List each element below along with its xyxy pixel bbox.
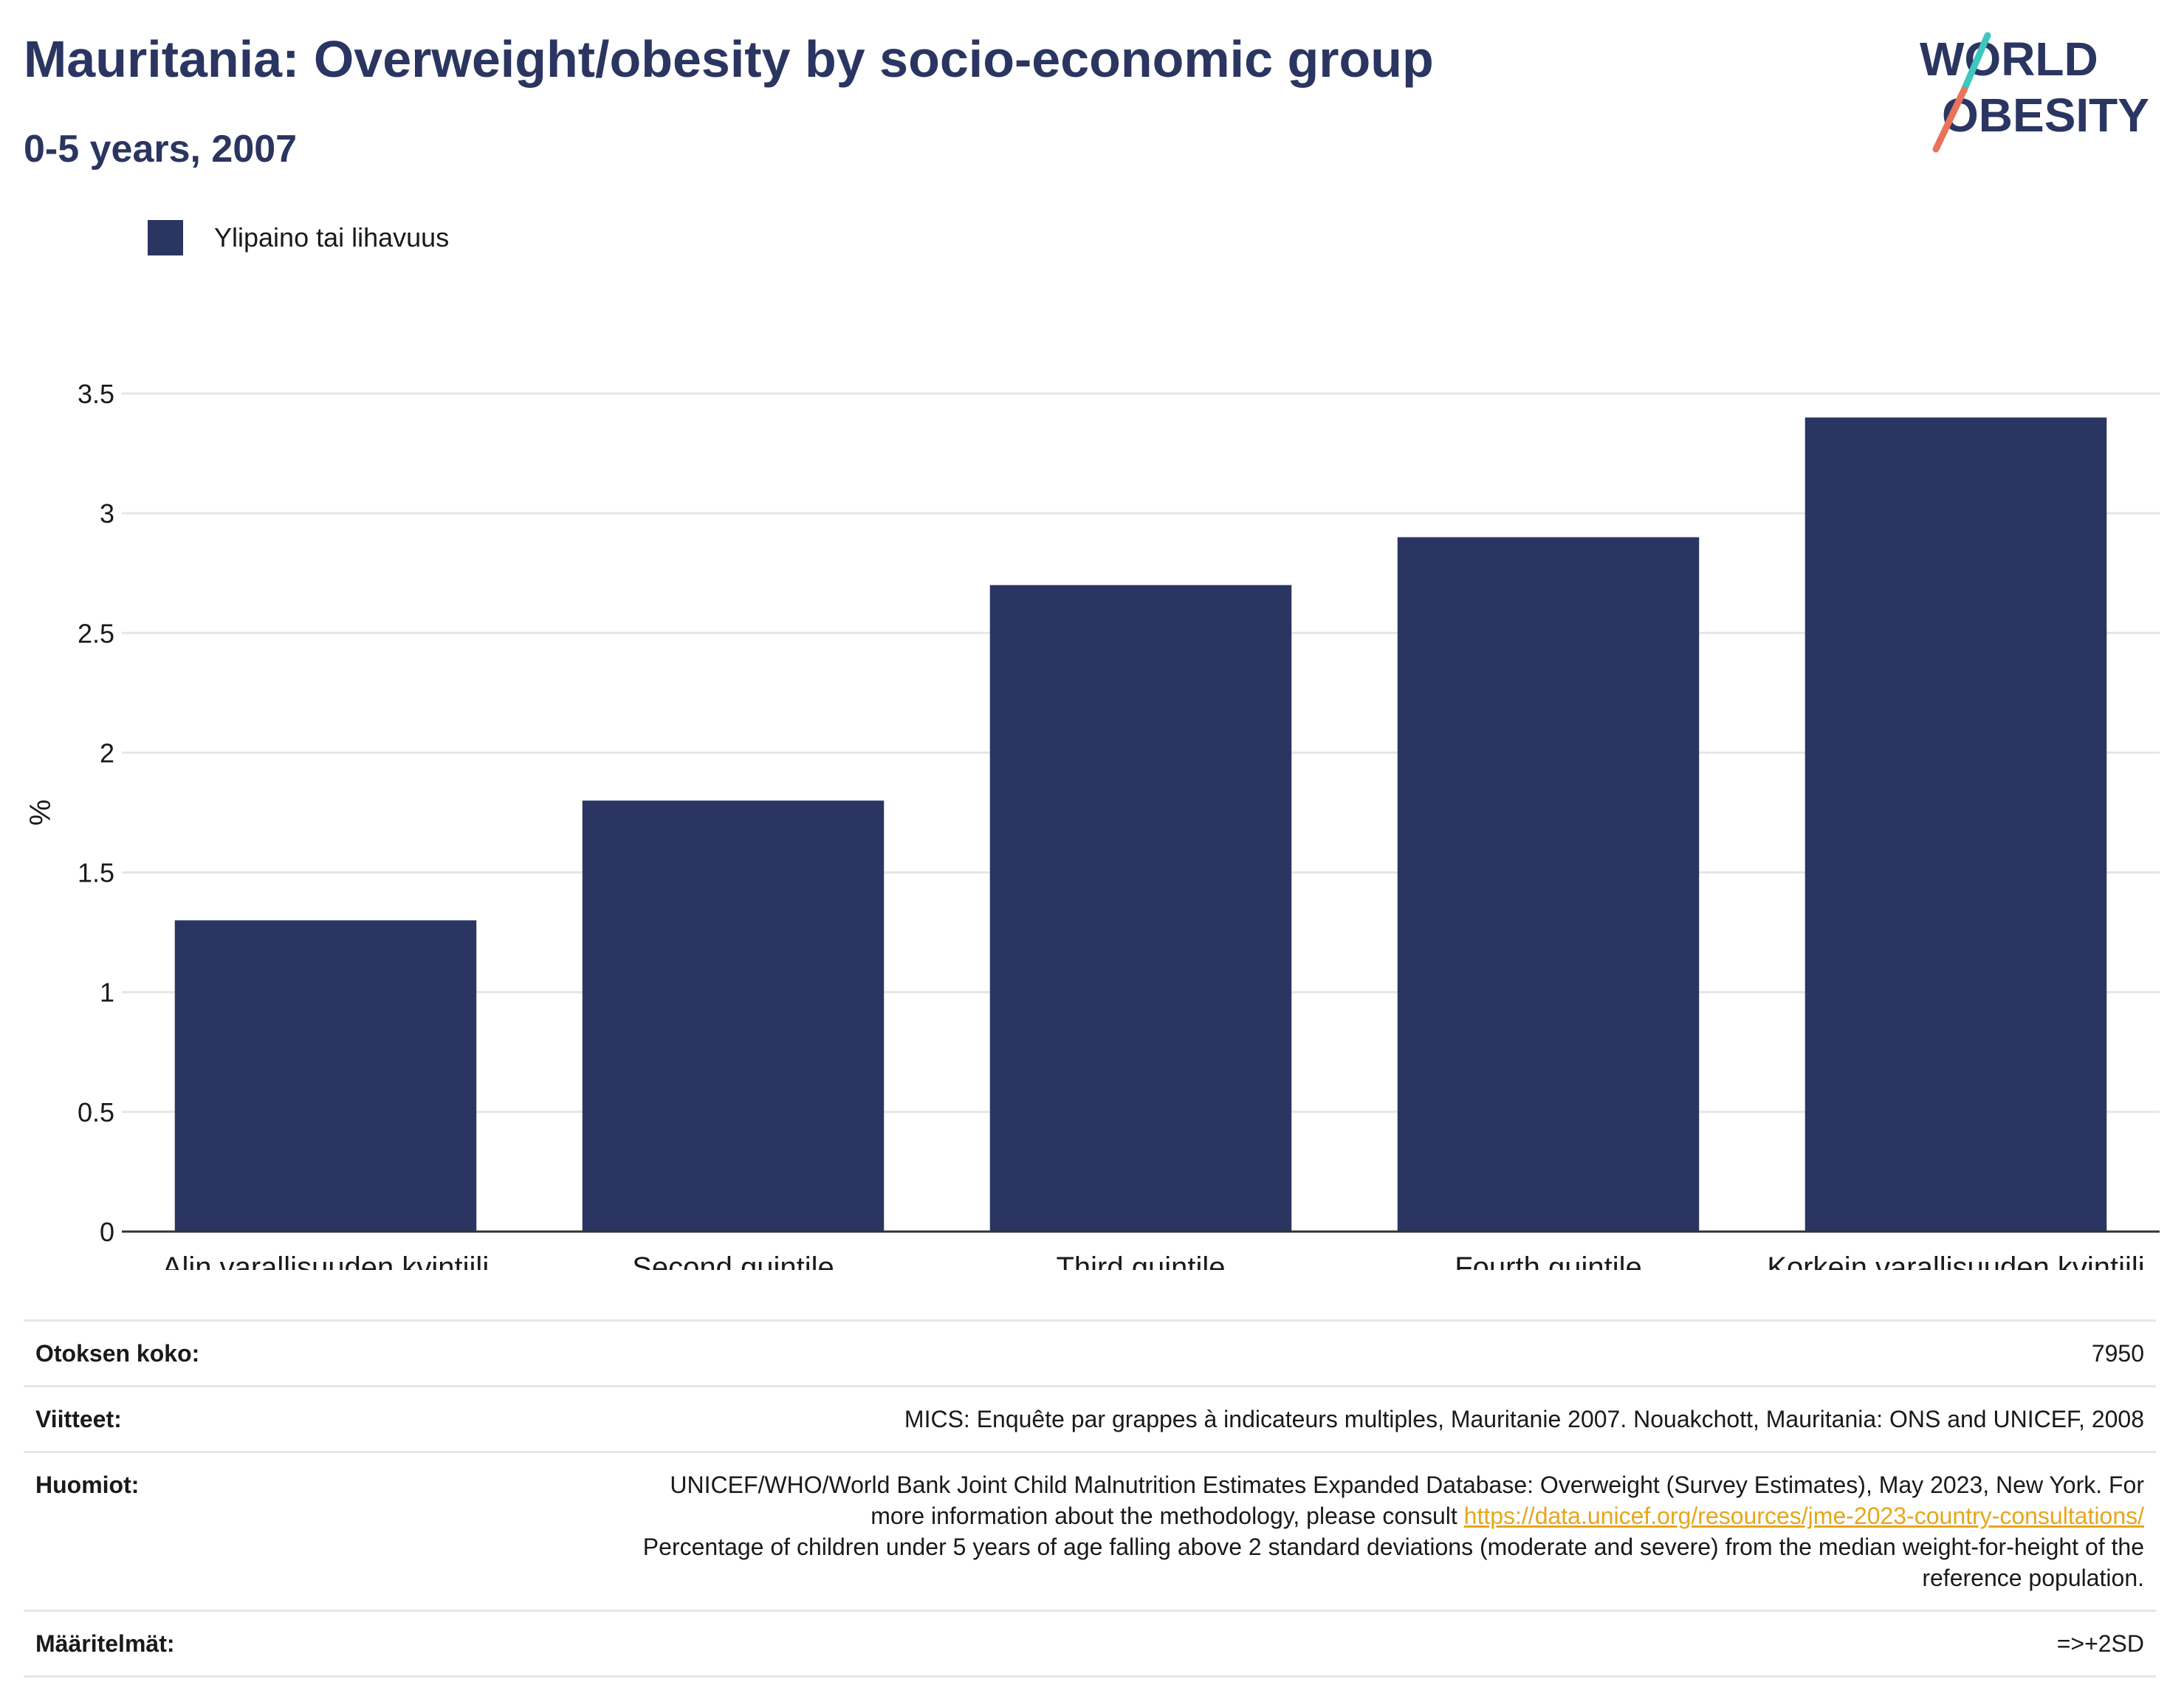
bar — [989, 585, 1292, 1232]
logo-slash-top — [1960, 32, 1991, 94]
definitions-row: Määritelmät: =>+2SD — [24, 1610, 2156, 1678]
notes-link[interactable]: https://data.unicef.org/resources/jme-20… — [1463, 1503, 2144, 1529]
notes-value: UNICEF/WHO/World Bank Joint Child Malnut… — [269, 1451, 2156, 1611]
notes-text-1: UNICEF/WHO/World Bank Joint Child Malnut… — [670, 1472, 2144, 1529]
page-title: Mauritania: Overweight/obesity by socio-… — [24, 30, 1434, 88]
definitions-label: Määritelmät: — [24, 1610, 269, 1678]
y-tick-label: 3 — [100, 498, 114, 529]
bar — [1804, 417, 2107, 1232]
logo-slash-bottom — [1932, 86, 1968, 153]
bar — [1397, 537, 1700, 1232]
y-tick-label: 1.5 — [78, 858, 114, 888]
x-category-label: Korkein varallisuuden kvintiili — [1767, 1252, 2144, 1270]
x-category-label: Second quintile — [632, 1252, 834, 1270]
y-tick-label: 1 — [100, 978, 114, 1008]
definitions-value: =>+2SD — [269, 1610, 2156, 1678]
sample-size-value: 7950 — [269, 1319, 2156, 1387]
y-tick-label: 3.5 — [78, 379, 114, 409]
notes-label: Huomiot: — [24, 1451, 269, 1611]
info-table: Otoksen koko: 7950 Viitteet: MICS: Enquê… — [24, 1319, 2156, 1678]
bar — [174, 920, 477, 1232]
logo-text-obesity: OBESITY — [1942, 89, 2149, 142]
sample-size-row: Otoksen koko: 7950 — [24, 1319, 2156, 1387]
legend-label: Ylipaino tai lihavuus — [214, 222, 450, 253]
references-row: Viitteet: MICS: Enquête par grappes à in… — [24, 1385, 2156, 1452]
x-category-label: Third quintile — [1056, 1252, 1225, 1270]
bar-chart: 0 0.5 1 1.5 2 2.5 3 3.5% Alin varallisuuden kvin… — [24, 379, 2160, 1270]
y-tick-label: 0 — [100, 1217, 114, 1247]
chart-legend: Ylipaino tai lihavuus — [148, 220, 449, 255]
notes-row: Huomiot: UNICEF/WHO/World Bank Joint Chi… — [24, 1451, 2156, 1611]
notes-text-2: Percentage of children under 5 years of … — [642, 1534, 2144, 1591]
world-obesity-logo: WORLD OBESITY — [1920, 32, 2149, 153]
y-tick-label: 0.5 — [78, 1097, 114, 1127]
y-tick-label: 2.5 — [78, 618, 114, 648]
page-subtitle: 0-5 years, 2007 — [24, 128, 298, 171]
legend-swatch — [148, 220, 183, 255]
y-tick-label: 2 — [100, 738, 114, 768]
logo-text-world: WORLD — [1920, 32, 2098, 86]
y-axis-title: % — [24, 800, 57, 826]
bar — [582, 800, 885, 1232]
references-label: Viitteet: — [24, 1385, 269, 1452]
sample-size-label: Otoksen koko: — [24, 1319, 269, 1387]
references-value: MICS: Enquête par grappes à indicateurs … — [269, 1385, 2156, 1452]
x-category-label: Fourth quintile — [1455, 1252, 1641, 1270]
x-category-label: Alin varallisuuden kvintiili — [162, 1252, 489, 1270]
